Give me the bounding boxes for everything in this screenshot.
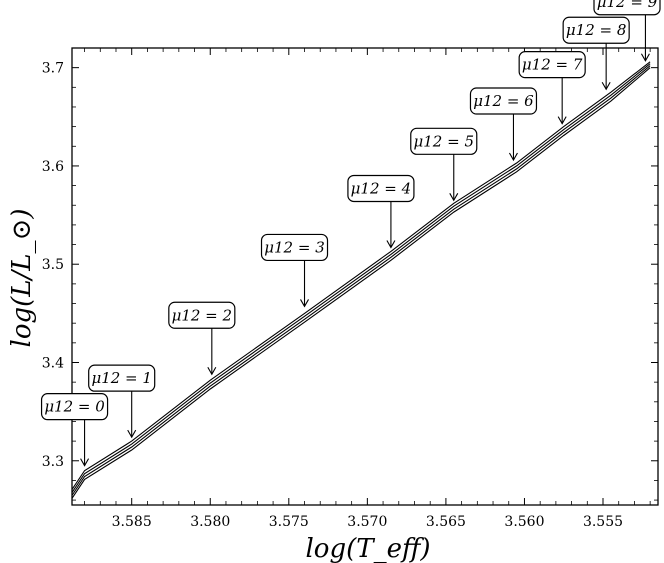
x-tick-label: 3.580 [190,514,230,530]
annotation-label: μ12 = 7 [522,56,583,74]
annotation-label: μ12 = 0 [44,398,105,416]
y-tick-label: 3.6 [42,159,64,175]
evolution-track-2 [72,65,651,497]
annotations-group: μ12 = 0 μ12 = 1 μ12 = 2 μ12 = 3 μ12 = 4 μ12 =… [40,0,661,467]
annotation-label: μ12 = 6 [473,92,534,110]
plot-frame [71,47,659,506]
annotation-box [260,233,329,262]
annotation-arrow-head [508,152,518,162]
annotation-label: μ12 = 1 [91,369,151,387]
annotation-mu-1: μ12 = 1 [88,364,156,439]
annotation-label: μ12 = 8 [566,21,626,39]
annotation-arrow-head [601,81,611,91]
annotation-mu-4: μ12 = 4 [347,174,415,249]
evolution-track-1 [72,63,651,494]
x-tick-label: 3.575 [269,514,309,530]
annotation-label: μ12 = 2 [172,306,232,324]
annotation-box [88,364,156,392]
annotation-box [40,393,109,421]
annotation-mu-8: μ12 = 8 [562,16,630,91]
annotation-arrow-head [127,429,137,439]
evolution-track-3 [72,67,651,500]
annotation-box [347,174,415,203]
annotation-box [593,0,661,16]
annotation-label: μ12 = 3 [264,238,324,256]
x-axis-title: log(T_eff) [305,534,430,563]
annotation-label: μ12 = 4 [351,179,411,197]
annotation-box [168,301,236,329]
y-tick-label: 3.5 [42,257,64,273]
x-tick-label: 3.555 [583,514,623,530]
x-tick-label: 3.560 [504,514,544,530]
annotation-mu-0: μ12 = 0 [40,393,109,467]
annotation-mu-6: μ12 = 6 [469,87,538,162]
annotation-arrow-head [449,193,459,202]
annotation-box [518,51,586,79]
annotation-arrow-head [386,240,396,249]
annotation-label: μ12 = 9 [597,0,658,11]
x-tick-label: 3.570 [347,514,387,530]
y-tick-label: 3.4 [42,355,64,371]
annotation-mu-9: μ12 = 9 [593,0,661,62]
annotation-arrow-head [300,299,309,308]
x-tick-label: 3.565 [426,514,466,530]
x-axis-title-text: log(T_eff) [305,534,430,563]
y-tick-label: 3.3 [42,454,64,470]
annotation-label: μ12 = 5 [414,132,474,150]
annotation-mu-3: μ12 = 3 [260,233,329,308]
annotation-mu-2: μ12 = 2 [168,301,236,376]
annotation-arrow-head [557,116,567,125]
annotation-mu-5: μ12 = 5 [410,127,478,202]
annotation-arrow-head [80,458,90,467]
evolution-track-0 [72,61,651,491]
y-tick-label: 3.7 [42,61,64,77]
y-axis-title-text: log(L/L_⊙) [7,209,37,348]
annotation-arrow-head [207,366,217,376]
annotation-box [410,127,478,155]
x-tick-label: 3.585 [112,514,152,530]
annotation-mu-7: μ12 = 7 [518,51,586,125]
ticks-group: 3.585 3.580 3.575 3.570 3.565 3.560 3.555 3.3 3.… [42,47,658,530]
annotation-box [562,16,630,44]
annotation-arrow-head [640,53,650,62]
y-axis-title: log(L/L_⊙) [7,209,37,348]
annotation-box [469,87,538,115]
tracks-group [72,61,651,500]
